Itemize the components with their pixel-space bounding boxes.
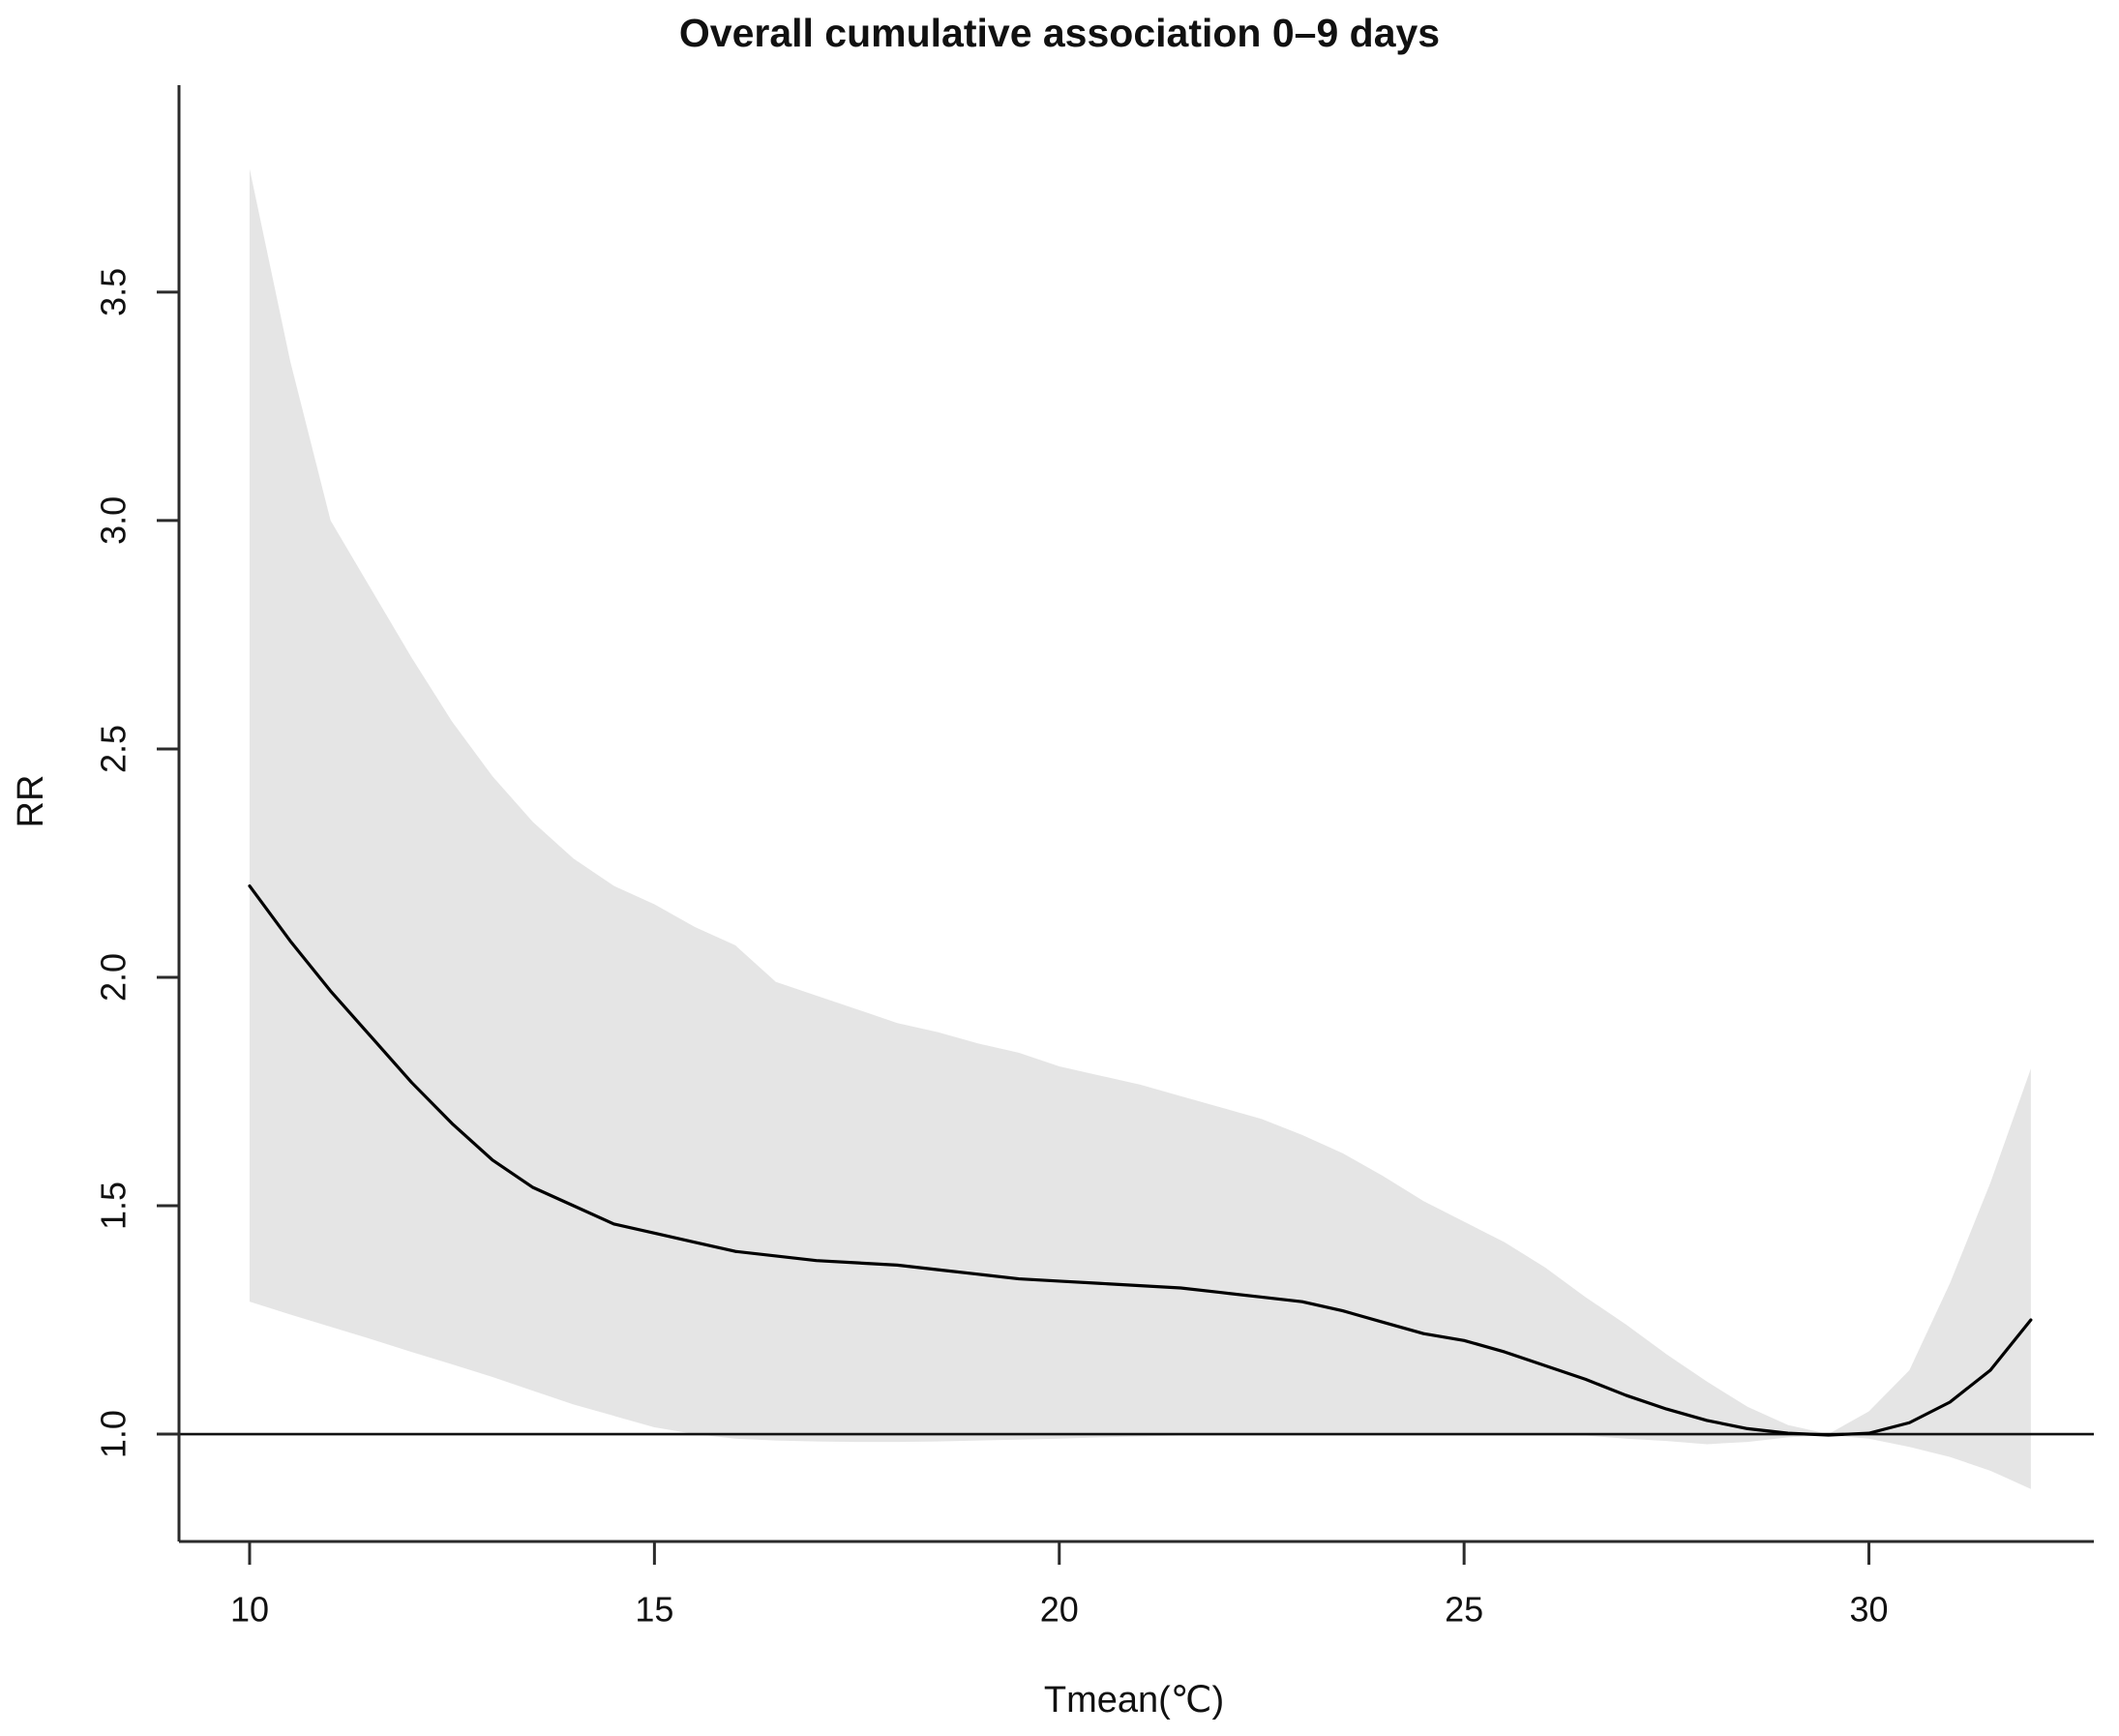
y-tick-label: 1.5 bbox=[94, 1182, 134, 1230]
y-tick-label: 3.5 bbox=[94, 268, 134, 316]
x-axis-label: Tmean(℃) bbox=[1044, 1680, 1224, 1721]
x-tick-label: 10 bbox=[230, 1590, 269, 1630]
x-axis-ticks: 10 15 20 25 30 bbox=[230, 1541, 1889, 1630]
x-tick-label: 15 bbox=[635, 1590, 673, 1630]
y-axis-ticks: 1.0 1.5 2.0 2.5 3.0 3.5 bbox=[94, 268, 179, 1458]
x-tick-label: 30 bbox=[1850, 1590, 1889, 1630]
rr-curve bbox=[248, 883, 2033, 1437]
y-tick-label: 2.0 bbox=[94, 953, 134, 1002]
confidence-band bbox=[249, 168, 2031, 1489]
y-axis-label: RR bbox=[11, 775, 51, 828]
y-tick-label: 3.0 bbox=[94, 496, 134, 545]
x-tick-label: 20 bbox=[1040, 1590, 1079, 1630]
y-tick-label: 1.0 bbox=[94, 1410, 134, 1458]
x-tick-label: 25 bbox=[1445, 1590, 1483, 1630]
chart-title: Overall cumulative association 0–9 days bbox=[679, 11, 1440, 55]
y-tick-label: 2.5 bbox=[94, 725, 134, 773]
